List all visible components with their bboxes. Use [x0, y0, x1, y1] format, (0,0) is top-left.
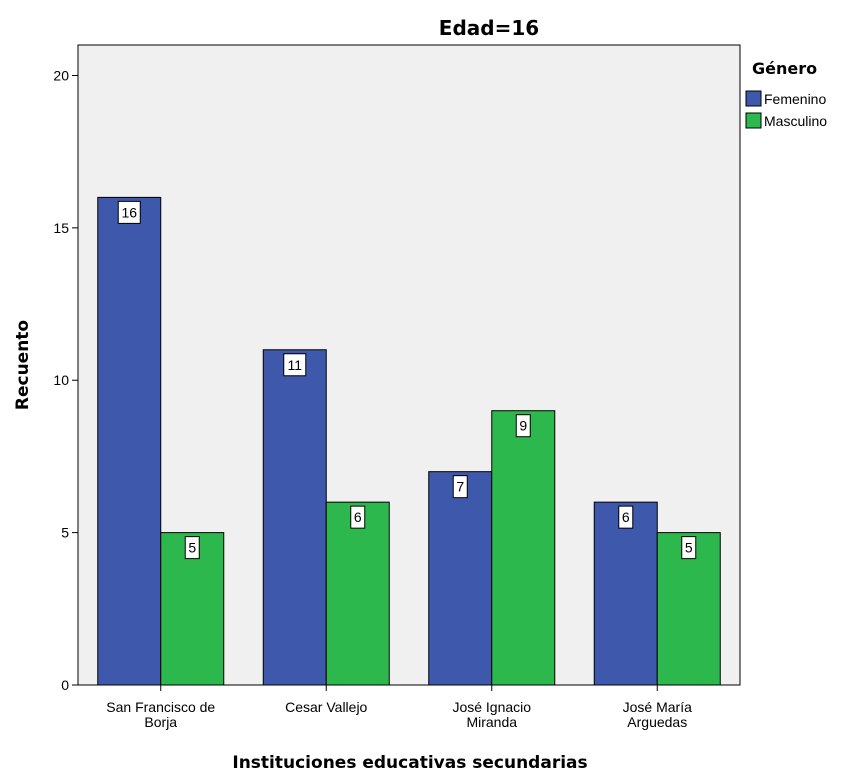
legend-swatch-femenino [745, 90, 762, 107]
data-label-box [452, 475, 468, 499]
x-axis-title: Instituciones educativas secundarias [232, 753, 587, 773]
bar-masculino-1 [325, 501, 390, 686]
y-tick-label: 5 [61, 525, 69, 541]
data-label: 5 [685, 540, 693, 556]
data-label: 7 [456, 479, 464, 495]
data-label: 16 [121, 204, 137, 220]
data-label-box [283, 353, 307, 377]
y-tick-label: 10 [53, 372, 69, 388]
bar-femenino-2 [428, 471, 493, 686]
y-tick-label: 0 [61, 677, 69, 693]
data-label-box [681, 536, 697, 560]
data-label: 11 [287, 357, 302, 373]
chart-title: Edad=16 [439, 16, 539, 40]
y-tick-label: 15 [53, 220, 69, 236]
x-tick-label: José María [623, 699, 692, 715]
legend: Género Femenino Masculino [745, 59, 827, 129]
legend-swatch-masculino [745, 112, 762, 129]
bar-masculino-2 [491, 410, 556, 686]
legend-label-femenino: Femenino [764, 91, 826, 107]
data-label: 6 [354, 509, 362, 525]
data-label-box [350, 505, 366, 529]
data-label-box [184, 536, 200, 560]
y-axis: 0 5 10 15 20 [53, 67, 78, 693]
legend-title: Género [752, 59, 817, 78]
x-tick-label: San Francisco de [106, 699, 215, 715]
data-label-box [117, 200, 141, 224]
x-tick-label: Borja [144, 714, 177, 730]
data-label: 6 [622, 509, 630, 525]
bars-group: 16 5 11 6 7 9 6 5 [97, 196, 721, 686]
legend-label-masculino: Masculino [764, 113, 827, 129]
data-label: 5 [188, 540, 196, 556]
x-tick-label: José Ignacio [452, 699, 531, 715]
data-label-box [618, 505, 634, 529]
data-label-box [515, 414, 531, 438]
y-axis-title: Recuento [13, 320, 33, 410]
bar-femenino-3 [593, 501, 658, 686]
bar-femenino-0 [97, 196, 162, 686]
bar-femenino-1 [262, 349, 327, 686]
x-tick-label: Cesar Vallejo [285, 699, 367, 715]
x-tick-label: Arguedas [627, 714, 687, 730]
y-tick-label: 20 [53, 67, 69, 83]
data-label: 9 [519, 418, 527, 434]
x-tick-label: Miranda [466, 714, 517, 730]
